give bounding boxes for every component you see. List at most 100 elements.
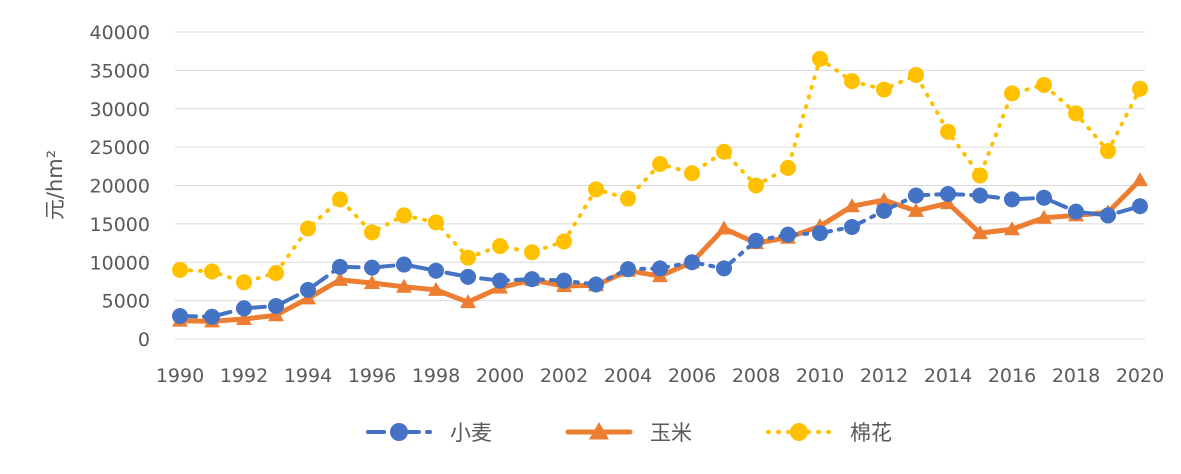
series-小麦 xyxy=(172,185,1148,325)
棉花-marker xyxy=(1132,80,1148,97)
小麦-marker xyxy=(716,260,732,277)
玉米-marker xyxy=(428,281,444,296)
棉花-marker xyxy=(780,159,796,176)
小麦-marker xyxy=(972,187,988,204)
玉米-marker xyxy=(1036,209,1052,224)
y-tick-label: 10000 xyxy=(90,252,150,274)
小麦-marker xyxy=(268,297,284,314)
棉花-marker xyxy=(908,66,924,83)
棉花-marker xyxy=(428,214,444,231)
棉花-marker xyxy=(620,190,636,207)
data-series xyxy=(172,50,1148,328)
小麦-marker xyxy=(1132,198,1148,215)
legend-label: 小麦 xyxy=(450,421,492,445)
棉花-marker xyxy=(300,220,316,237)
棉花-marker xyxy=(332,191,348,208)
棉花-marker xyxy=(364,224,380,241)
棉花-marker xyxy=(268,264,284,281)
棉花-marker xyxy=(524,244,540,261)
玉米-marker xyxy=(972,225,988,240)
小麦-marker xyxy=(332,258,348,275)
x-tick-label: 2006 xyxy=(668,365,716,387)
小麦-marker xyxy=(236,300,252,317)
棉花-marker xyxy=(1036,76,1052,93)
小麦-marker xyxy=(428,262,444,279)
玉米-marker xyxy=(396,278,412,293)
棉花-marker xyxy=(172,261,188,278)
小麦-marker xyxy=(364,259,380,276)
x-tick-label: 2002 xyxy=(540,365,588,387)
小麦-marker xyxy=(1036,189,1052,206)
玉米-marker xyxy=(1004,221,1020,236)
玉米-marker xyxy=(364,274,380,289)
y-axis-title: 元/hm² xyxy=(43,150,67,220)
x-tick-label: 2018 xyxy=(1052,365,1100,387)
x-tick-label: 2008 xyxy=(732,365,780,387)
x-tick-label: 2014 xyxy=(924,365,972,387)
棉花-marker xyxy=(492,238,508,255)
x-tick-label: 1992 xyxy=(220,365,268,387)
小麦-marker xyxy=(556,272,572,289)
棉花-marker xyxy=(1068,105,1084,122)
legend-item: 小麦 xyxy=(366,421,492,445)
x-tick-label: 1990 xyxy=(156,365,204,387)
x-tick-label: 2020 xyxy=(1116,365,1164,387)
legend-item: 棉花 xyxy=(766,421,892,445)
玉米-marker xyxy=(844,198,860,213)
小麦-marker xyxy=(460,268,476,285)
legend-item: 玉米 xyxy=(565,421,692,445)
x-tick-label: 2010 xyxy=(796,365,844,387)
小麦-marker xyxy=(780,226,796,243)
棉花-marker xyxy=(652,156,668,173)
棉花-marker xyxy=(876,81,892,98)
棉花-marker xyxy=(748,177,764,194)
棉花-marker xyxy=(236,274,252,291)
x-tick-label: 2000 xyxy=(476,365,524,387)
棉花-marker xyxy=(844,73,860,90)
series-line xyxy=(178,191,1142,319)
y-tick-label: 15000 xyxy=(90,214,150,236)
y-tick-label: 25000 xyxy=(90,137,150,159)
y-tick-label: 30000 xyxy=(90,99,150,121)
棉花-marker xyxy=(716,143,732,160)
玉米-marker xyxy=(236,311,252,326)
legend: 小麦 玉米 棉花 xyxy=(366,421,892,445)
小麦-marker xyxy=(396,256,412,273)
小麦-marker xyxy=(940,185,956,202)
棉花-marker xyxy=(204,263,220,280)
玉米-marker xyxy=(589,422,609,440)
小麦-marker xyxy=(684,254,700,271)
series-玉米 xyxy=(172,172,1148,328)
玉米-marker xyxy=(876,192,892,207)
棉花-marker xyxy=(588,181,604,198)
棉花-marker xyxy=(460,249,476,266)
y-axis-ticks: 0 5000 10000 15000 20000 25000 30000 35000 40000 xyxy=(90,22,150,351)
小麦-marker xyxy=(1004,191,1020,208)
玉米-marker xyxy=(332,271,348,286)
棉花-marker xyxy=(684,165,700,182)
棉花-marker xyxy=(972,167,988,184)
legend-label: 玉米 xyxy=(650,421,692,445)
legend-label: 棉花 xyxy=(850,421,892,445)
x-tick-label: 2012 xyxy=(860,365,908,387)
小麦-marker xyxy=(844,218,860,235)
小麦-marker xyxy=(172,307,188,324)
小麦-marker xyxy=(1068,203,1084,220)
玉米-marker xyxy=(1132,172,1148,187)
小麦-marker xyxy=(652,260,668,277)
玉米-marker xyxy=(460,294,476,309)
y-tick-label: 40000 xyxy=(90,22,150,44)
x-tick-label: 2004 xyxy=(604,365,652,387)
x-tick-label: 1998 xyxy=(412,365,460,387)
小麦-marker xyxy=(908,187,924,204)
棉花-marker xyxy=(556,233,572,250)
y-tick-label: 20000 xyxy=(90,176,150,198)
小麦-marker xyxy=(620,261,636,278)
x-tick-label: 1994 xyxy=(284,365,332,387)
x-tick-label: 2016 xyxy=(988,365,1036,387)
y-tick-label: 35000 xyxy=(90,60,150,82)
小麦-marker xyxy=(812,225,828,242)
y-tick-label: 5000 xyxy=(102,291,150,313)
小麦-marker xyxy=(748,232,764,249)
